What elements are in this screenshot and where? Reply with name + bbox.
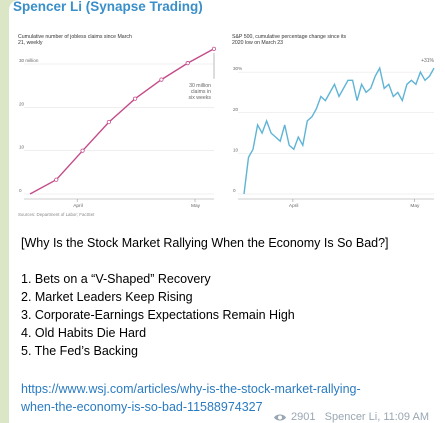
jobless-series-line <box>29 48 215 195</box>
jobless-xtick-label: April <box>73 203 83 209</box>
article-link[interactable]: https://www.wsj.com/articles/why-is-the-… <box>21 380 431 416</box>
message-text: [Why Is the Stock Market Rallying When t… <box>21 234 431 416</box>
message-footer: 2901 Spencer Li, 11:09 AM <box>273 411 429 423</box>
views-eye-icon <box>273 414 286 421</box>
headline: [Why Is the Stock Market Rallying When t… <box>21 236 389 250</box>
point-5: 5. The Fed’s Backing <box>21 344 138 358</box>
sp500-ytick-label: 30% <box>233 66 242 71</box>
link-line-1: https://www.wsj.com/articles/why-is-the-… <box>21 382 361 396</box>
jobless-ytick-label: 30 million <box>19 58 39 63</box>
sp500-xtick-label: May <box>410 203 420 209</box>
sp500-ytick-label: 20 <box>233 107 239 112</box>
jobless-ytick-label: 10 <box>19 145 25 150</box>
point-4: 4. Old Habits Die Hard <box>21 326 147 340</box>
signature-time: Spencer Li, 11:09 AM <box>324 411 429 423</box>
sp500-ytick-label: 0 <box>233 188 236 193</box>
sender-name[interactable]: Spencer Li (Synapse Trading) <box>13 0 203 14</box>
jobless-ytick-label: 20 <box>19 101 25 106</box>
jobless-data-point <box>159 77 164 82</box>
jobless-ytick-label: 0 <box>19 188 22 193</box>
jobless-data-point <box>211 46 217 51</box>
chart2-title: S&P 500, cumulative percentage change si… <box>232 34 347 46</box>
jobless-data-point <box>80 148 85 153</box>
point-3: 3. Corporate-Earnings Expectations Remai… <box>21 308 295 322</box>
jobless-data-point <box>133 96 138 101</box>
jobless-data-point <box>106 119 111 125</box>
jobless-data-point <box>185 61 190 66</box>
chart-image[interactable]: Cumulative number of jobless claims sinc… <box>10 22 445 222</box>
sp500-annotation: +31% <box>421 58 434 64</box>
jobless-xtick-label: May <box>191 203 201 209</box>
sp500-xtick-label: April <box>289 203 299 209</box>
link-line-2: when-the-economy-is-so-bad-11588974327 <box>21 400 263 414</box>
chart1-title: Cumulative number of jobless claims sinc… <box>18 34 132 46</box>
sp500-series-line <box>243 66 435 195</box>
jobless-annotation: 30 million claims in six weeks <box>189 83 212 101</box>
view-count: 2901 <box>290 411 316 423</box>
jobless-data-point <box>54 177 59 182</box>
charts-svg: 0 10 20 30 million April May 30 million claims … <box>18 46 435 217</box>
point-1: 1. Bets on a “V-Shaped” Recovery <box>21 272 211 286</box>
sp500-ytick-label: 10 <box>233 147 239 152</box>
chart-source: Sources: Department of Labor; FactSet <box>18 212 95 217</box>
point-2: 2. Market Leaders Keep Rising <box>21 290 193 304</box>
